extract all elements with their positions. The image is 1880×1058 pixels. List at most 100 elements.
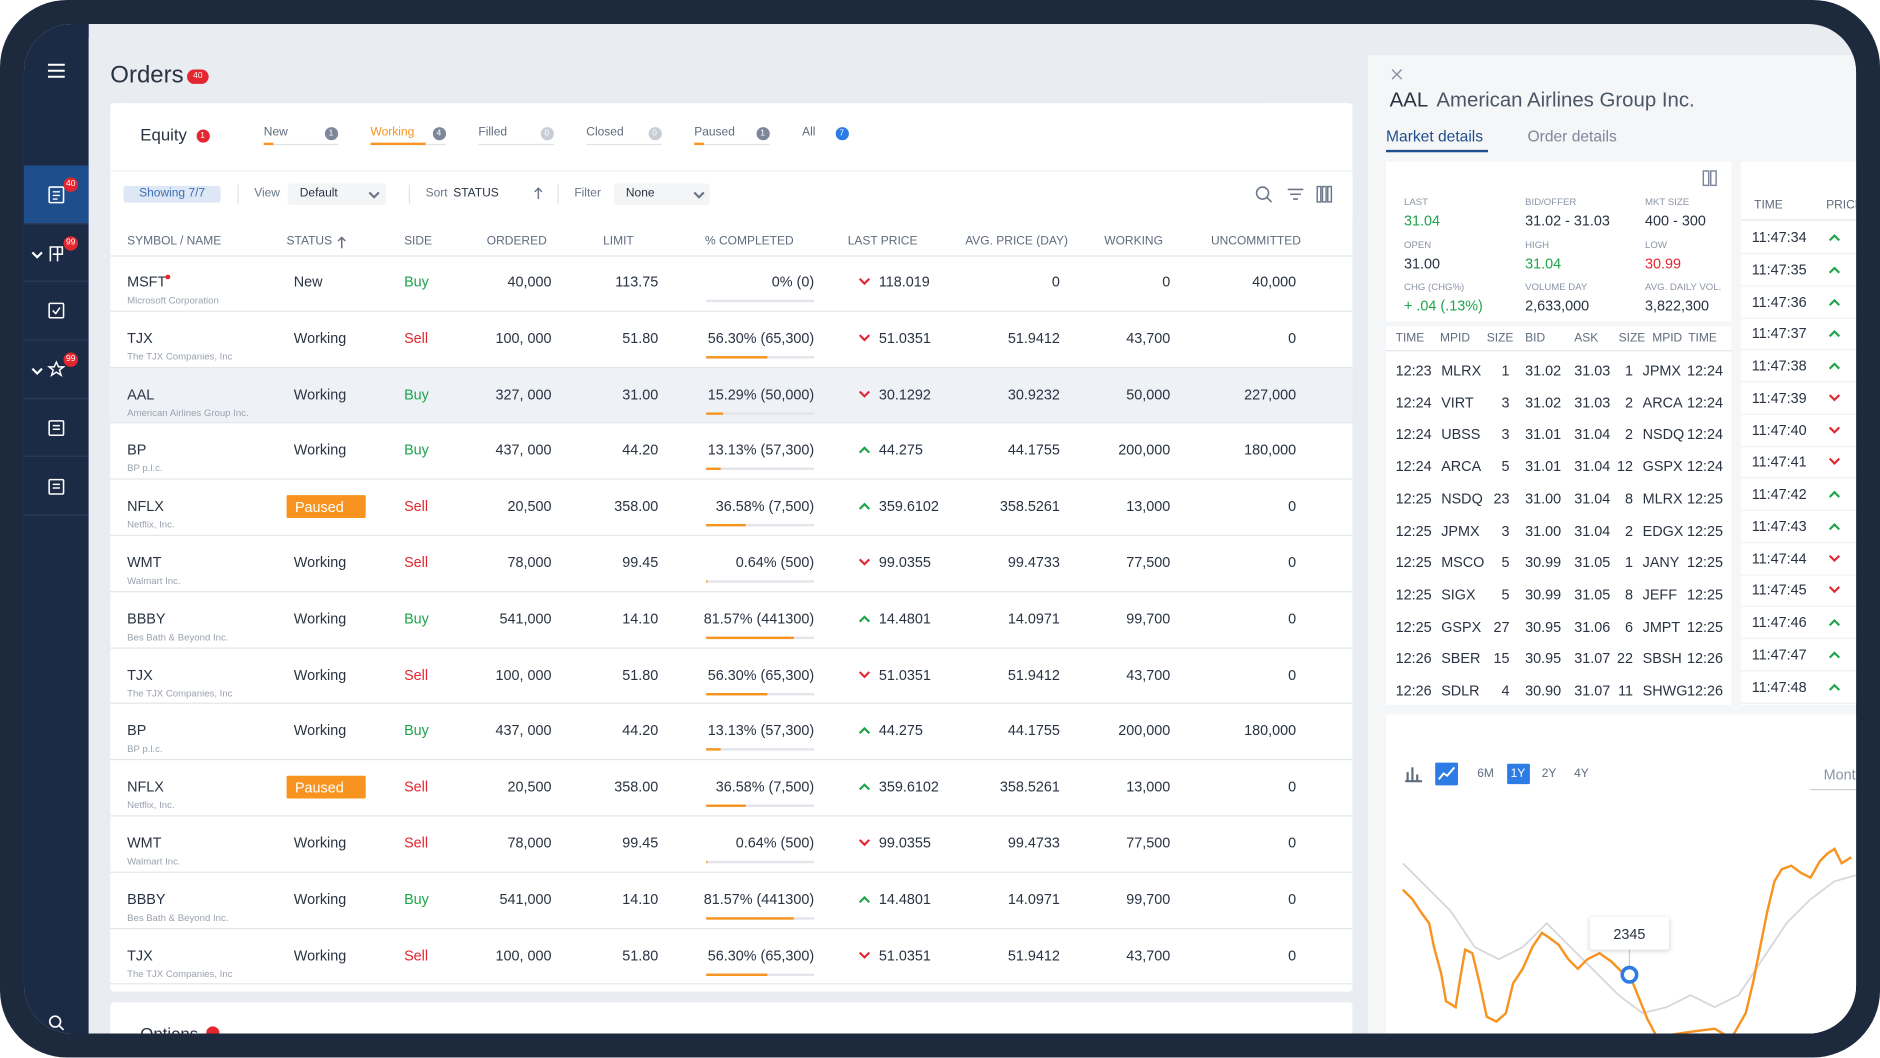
level2-cell: 2: [1625, 394, 1634, 411]
level2-cell: 23: [1493, 490, 1510, 507]
ordered: 100, 000: [495, 666, 552, 683]
order-row[interactable]: [110, 424, 1353, 480]
status: Working: [293, 722, 347, 740]
tape-direction: [1828, 298, 1841, 306]
order-row[interactable]: [110, 255, 1353, 312]
limit: 99.45: [622, 553, 659, 571]
tab-label[interactable]: New: [263, 125, 288, 140]
tape-time: 11:47:46: [1751, 613, 1807, 631]
level2-header: MPID: [1439, 332, 1470, 346]
completed: 0.64% (500): [735, 553, 815, 571]
sort-indicator: [337, 236, 346, 249]
range-button[interactable]: 1Y: [1510, 767, 1526, 781]
price-direction: [858, 334, 871, 342]
level2-cell: 31.05: [1574, 586, 1611, 603]
limit: 31.00: [622, 385, 659, 403]
period-select[interactable]: Month: [1823, 766, 1856, 783]
sidebar-icon-part: [48, 186, 65, 204]
stat-value: 3,822,300: [1645, 297, 1710, 315]
tape-row-line: [1740, 605, 1857, 607]
order-row[interactable]: [110, 311, 1353, 368]
range-button[interactable]: 6M: [1477, 767, 1494, 781]
order-row[interactable]: [110, 817, 1353, 873]
range-button[interactable]: 4Y: [1574, 767, 1589, 781]
level2-cell: 27: [1493, 618, 1510, 635]
company-name: Netflix, Inc.: [127, 799, 175, 811]
level2-cell: SHWG: [1642, 682, 1688, 700]
order-row[interactable]: [110, 592, 1353, 649]
sidebar-item[interactable]: [23, 224, 89, 283]
level2-header: MPID: [1652, 332, 1683, 346]
tab-count: 0: [648, 126, 662, 140]
filter-select[interactable]: [613, 183, 710, 206]
level2-header: SIZE: [1618, 332, 1646, 346]
level2-cell: JPMX: [1441, 522, 1480, 539]
tape-direction-part: [1828, 683, 1841, 691]
tape-direction: [1828, 586, 1841, 594]
tape-direction-part: [1828, 651, 1841, 659]
side: Sell: [404, 497, 429, 515]
order-row[interactable]: [110, 873, 1353, 929]
level2-cell: SBSH: [1642, 650, 1682, 667]
tab-label[interactable]: Filled: [478, 125, 508, 140]
level2-header: TIME: [1395, 332, 1425, 346]
progress-fill: [706, 748, 721, 752]
progress-fill: [706, 804, 746, 808]
tab-label[interactable]: All: [802, 125, 816, 140]
sidebar-item[interactable]: [23, 341, 89, 400]
sidebar-item[interactable]: [23, 399, 89, 458]
order-row[interactable]: [110, 648, 1353, 705]
sidebar-icon-part: [49, 245, 64, 262]
price-direction-part: [858, 446, 871, 454]
stat-value: 31.04: [1525, 254, 1562, 272]
tape-time: 11:47:35: [1751, 261, 1807, 278]
level2-cell: 31.04: [1574, 490, 1611, 507]
sidebar-icon-part: [47, 360, 66, 378]
order-row[interactable]: [110, 704, 1353, 761]
column-header: WORKING: [1104, 235, 1163, 249]
progress-fill: [706, 636, 795, 639]
sidebar-item[interactable]: [23, 165, 89, 224]
range-button[interactable]: 2Y: [1541, 767, 1557, 781]
tab-label[interactable]: Paused: [694, 125, 735, 140]
level2-cell: 31.02: [1525, 394, 1562, 411]
level2-cell: EDGX: [1642, 522, 1684, 539]
uncommitted: 0: [1288, 666, 1297, 683]
status: Working: [293, 666, 347, 683]
sort-arrow-part: [534, 187, 543, 200]
level2-cell: JANY: [1642, 554, 1680, 571]
detail-tab[interactable]: Market details: [1386, 126, 1484, 145]
order-row[interactable]: [110, 536, 1353, 593]
order-row[interactable]: [110, 480, 1353, 536]
status: Working: [293, 610, 347, 627]
level2-cell: 3: [1501, 522, 1510, 539]
menu-icon-part: [47, 63, 65, 78]
working: 13,000: [1126, 497, 1171, 515]
order-row[interactable]: [110, 929, 1353, 985]
stat-value: 30.99: [1645, 254, 1682, 272]
level2-cell: 12: [1617, 458, 1634, 475]
tab-label[interactable]: Closed: [586, 125, 624, 140]
detail-tab[interactable]: Order details: [1527, 126, 1617, 145]
level2-header: SIZE: [1486, 332, 1514, 346]
side: Buy: [404, 441, 429, 459]
sidebar-item[interactable]: [23, 282, 89, 341]
side: Sell: [404, 666, 429, 683]
tape-direction: [1828, 490, 1841, 498]
stat-label: VOLUME DAY: [1525, 281, 1588, 293]
working: 50,000: [1126, 385, 1171, 403]
equity-count: 1: [196, 128, 210, 143]
limit: 51.80: [622, 946, 659, 964]
avg-price: 30.9232: [1007, 385, 1060, 403]
ordered: 541,000: [499, 890, 552, 908]
company-name: Netflix, Inc.: [127, 519, 175, 531]
tape-row-line: [1740, 573, 1857, 575]
view-select[interactable]: [287, 183, 387, 206]
tab-label[interactable]: Working: [370, 125, 415, 140]
sidebar-item[interactable]: [23, 457, 89, 516]
sidebar-icon: [47, 360, 66, 378]
price-chart-part: [1620, 965, 1639, 984]
period-underline: [1810, 788, 1857, 791]
uncommitted: 0: [1288, 946, 1297, 964]
order-row[interactable]: [110, 760, 1353, 817]
